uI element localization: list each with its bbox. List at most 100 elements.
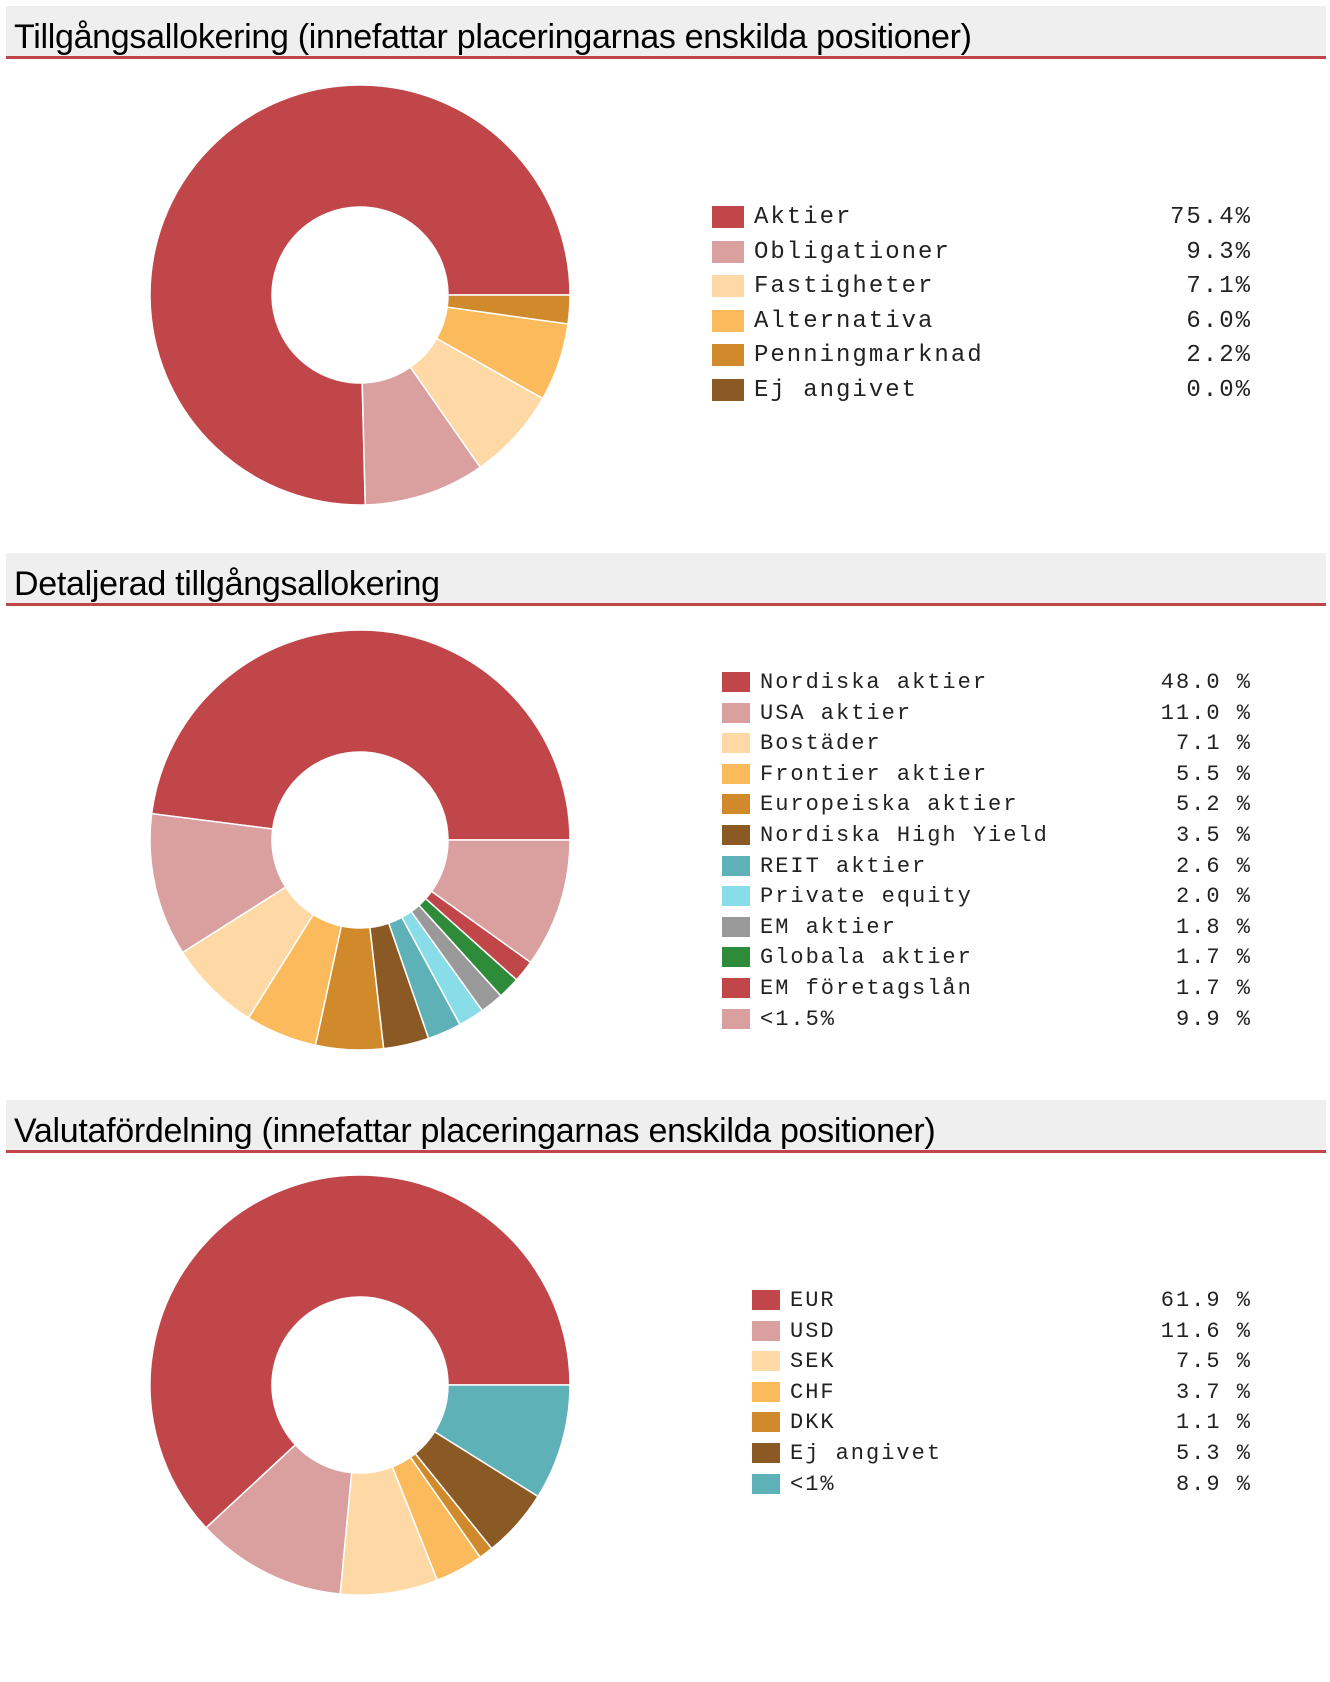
currency-legend: EUR 61.9 % USD 11.6 % SEK 7.5 % CHF 3.7 % DKK 1.1… bbox=[752, 1288, 1262, 1508]
legend-swatch bbox=[722, 733, 750, 754]
legend-label: Penningmarknad bbox=[754, 342, 984, 369]
legend-value: 7.1 % bbox=[1175, 731, 1252, 757]
legend-item: Fastigheter 7.1% bbox=[712, 273, 1252, 300]
legend-swatch bbox=[722, 1008, 750, 1029]
legend-label: Bostäder bbox=[760, 731, 882, 757]
legend-label: USA aktier bbox=[760, 700, 913, 726]
legend-swatch bbox=[712, 275, 744, 297]
legend-swatch bbox=[722, 978, 750, 998]
legend-item: Penningmarknad 2.2% bbox=[712, 342, 1252, 369]
section-title: Valutafördelning (innefattar placeringar… bbox=[14, 1112, 936, 1150]
legend-item: USD 11.6 % bbox=[752, 1319, 1252, 1345]
legend-item: EM aktier 1.8 % bbox=[722, 915, 1252, 941]
legend-value: 9.3% bbox=[1186, 238, 1252, 266]
legend-label: SEK bbox=[790, 1349, 836, 1375]
legend-swatch bbox=[752, 1381, 780, 1402]
legend-label: Frontier aktier bbox=[760, 761, 989, 787]
legend-value: 2.2% bbox=[1186, 342, 1252, 369]
legend-value: 1.8 % bbox=[1175, 914, 1252, 940]
legend-item: EUR 61.9 % bbox=[752, 1288, 1252, 1314]
legend-item: Bostäder 7.1 % bbox=[722, 731, 1252, 757]
legend-item: Globala aktier 1.7 % bbox=[722, 945, 1252, 971]
legend-value: 2.6 % bbox=[1175, 853, 1252, 879]
legend-item: Europeiska aktier 5.2 % bbox=[722, 792, 1252, 818]
legend-value: 75.4% bbox=[1169, 204, 1252, 231]
currency-donut bbox=[150, 1175, 570, 1595]
legend-value: 1.7 % bbox=[1175, 976, 1252, 1001]
legend-value: 1.7 % bbox=[1175, 945, 1252, 971]
legend-swatch bbox=[752, 1443, 780, 1463]
slice-eur bbox=[150, 1175, 570, 1529]
legend-swatch bbox=[752, 1351, 780, 1372]
legend-value: 61.9 % bbox=[1160, 1288, 1252, 1313]
legend-value: 3.5 % bbox=[1175, 823, 1252, 848]
legend-item: CHF 3.7 % bbox=[752, 1380, 1252, 1406]
legend-item: Alternativa 6.0% bbox=[712, 307, 1252, 335]
legend-value: 9.9 % bbox=[1175, 1006, 1252, 1032]
legend-item: USA aktier 11.0 % bbox=[722, 701, 1252, 727]
asset-allocation-legend: Aktier 75.4% Obligationer 9.3% Fastigheter 7.… bbox=[712, 204, 1252, 404]
legend-value: 1.1 % bbox=[1175, 1410, 1252, 1436]
legend-label: Ej angivet bbox=[754, 376, 919, 404]
legend-label: EM företagslån bbox=[760, 976, 973, 1001]
legend-value: 5.2 % bbox=[1175, 792, 1252, 818]
legend-value: 0.0% bbox=[1186, 376, 1252, 404]
legend-label: DKK bbox=[790, 1410, 836, 1436]
legend-swatch bbox=[722, 794, 750, 815]
legend-label: EM aktier bbox=[760, 914, 897, 940]
detailed-allocation-legend: Nordiska aktier 48.0 % USA aktier 11.0 % Bos… bbox=[722, 670, 1262, 1033]
section-title: Tillgångsallokering (innefattar placerin… bbox=[14, 18, 972, 56]
legend-label: Obligationer bbox=[754, 238, 951, 266]
legend-item: Frontier aktier 5.5 % bbox=[722, 762, 1252, 788]
legend-value: 6.0% bbox=[1186, 307, 1252, 335]
legend-item: Ej angivet 5.3 % bbox=[752, 1441, 1252, 1467]
legend-value: 8.9 % bbox=[1175, 1471, 1252, 1497]
legend-value: 11.6 % bbox=[1160, 1318, 1252, 1344]
legend-swatch bbox=[722, 855, 750, 876]
legend-swatch bbox=[722, 763, 750, 784]
legend-swatch bbox=[722, 825, 750, 845]
legend-swatch bbox=[752, 1412, 780, 1433]
legend-value: 48.0 % bbox=[1160, 670, 1252, 695]
legend-swatch bbox=[722, 947, 750, 968]
legend-swatch bbox=[752, 1320, 780, 1341]
legend-swatch bbox=[722, 702, 750, 723]
legend-item: Nordiska aktier 48.0 % bbox=[722, 670, 1252, 696]
legend-item: DKK 1.1 % bbox=[752, 1410, 1252, 1436]
legend-item: Obligationer 9.3% bbox=[712, 238, 1252, 266]
legend-label: Private equity bbox=[760, 884, 973, 910]
legend-item: SEK 7.5 % bbox=[752, 1349, 1252, 1375]
legend-label: USD bbox=[790, 1318, 836, 1344]
section-title: Detaljerad tillgångsallokering bbox=[14, 565, 440, 603]
legend-item: EM företagslån 1.7 % bbox=[722, 976, 1252, 1002]
asset-allocation-donut bbox=[150, 85, 570, 505]
legend-label: Globala aktier bbox=[760, 945, 973, 971]
legend-value: 5.3 % bbox=[1175, 1441, 1252, 1466]
legend-label: <1.5% bbox=[760, 1006, 837, 1032]
legend-label: Alternativa bbox=[754, 307, 935, 335]
legend-label: EUR bbox=[790, 1288, 836, 1313]
legend-item: <1% 8.9 % bbox=[752, 1472, 1252, 1498]
legend-item: Private equity 2.0 % bbox=[722, 884, 1252, 910]
legend-label: <1% bbox=[790, 1471, 836, 1497]
legend-label: Nordiska High Yield bbox=[760, 823, 1049, 848]
legend-swatch bbox=[722, 916, 750, 937]
slice-usa-aktier bbox=[150, 812, 287, 954]
legend-value: 3.7 % bbox=[1175, 1379, 1252, 1405]
legend-swatch bbox=[712, 240, 744, 263]
legend-value: 7.1% bbox=[1186, 273, 1252, 300]
legend-swatch bbox=[722, 672, 750, 692]
legend-value: 7.5 % bbox=[1175, 1349, 1252, 1375]
legend-item: REIT aktier 2.6 % bbox=[722, 854, 1252, 880]
section-header: Detaljerad tillgångsallokering bbox=[6, 553, 1326, 606]
legend-swatch bbox=[722, 886, 750, 907]
legend-label: Europeiska aktier bbox=[760, 792, 1019, 818]
legend-swatch bbox=[712, 309, 744, 332]
legend-item: Ej angivet 0.0% bbox=[712, 376, 1252, 404]
legend-item: <1.5% 9.9 % bbox=[722, 1007, 1252, 1033]
legend-swatch bbox=[752, 1473, 780, 1494]
legend-swatch bbox=[712, 206, 744, 228]
legend-swatch bbox=[752, 1290, 780, 1310]
slice-penningmarknad bbox=[446, 294, 570, 325]
slice-aktier bbox=[150, 85, 570, 505]
